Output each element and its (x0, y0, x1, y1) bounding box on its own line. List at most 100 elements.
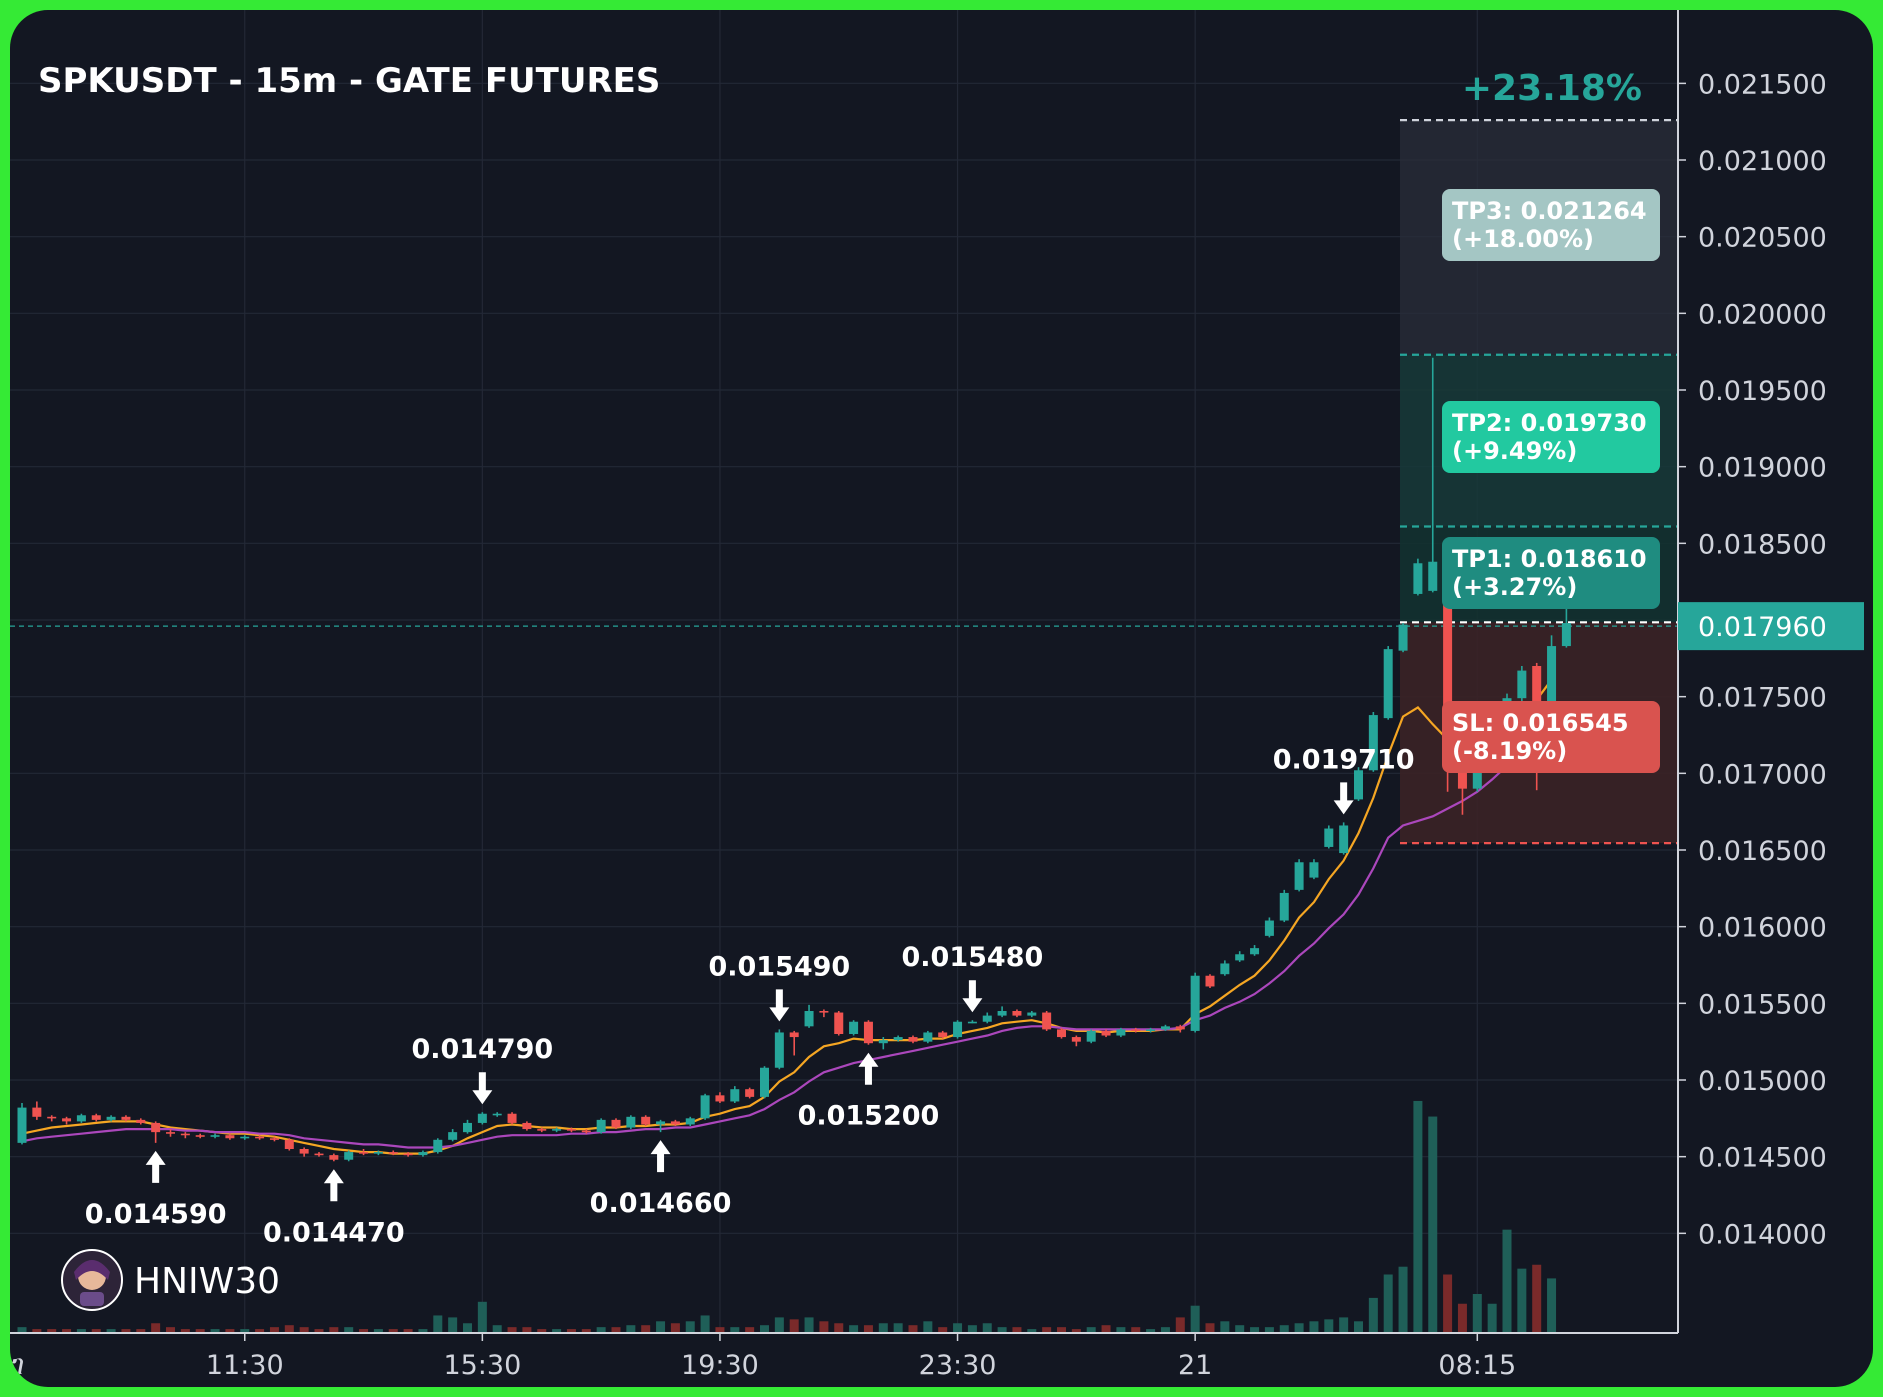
candle-body (373, 1152, 383, 1154)
candle-body (1146, 1029, 1156, 1031)
volume-bar (62, 1329, 72, 1333)
volume-bar (373, 1329, 383, 1333)
tp3-label-percent: (+18.00%) (1452, 225, 1594, 253)
annotation-label: 0.014660 (590, 1188, 732, 1219)
tp1-label-percent: (+3.27%) (1452, 573, 1577, 601)
volume-bar (760, 1325, 769, 1333)
tp1-label-price: TP1: 0.018610 (1452, 545, 1647, 573)
candle (240, 1135, 250, 1140)
volume-bar (1443, 1274, 1453, 1333)
price-annotation: 0.014590 (85, 1150, 227, 1230)
candle (1042, 1011, 1052, 1031)
candle-body (314, 1153, 324, 1156)
candle (537, 1127, 547, 1133)
candle-body (284, 1139, 294, 1149)
volume-bar (1175, 1317, 1185, 1333)
volume-bar (685, 1321, 695, 1333)
candle (284, 1138, 294, 1151)
candle-body (210, 1135, 220, 1137)
candle-body (997, 1011, 1007, 1016)
candle-body (91, 1115, 101, 1120)
volume-bar (982, 1323, 992, 1333)
annotation-label: 0.015480 (902, 942, 1044, 973)
candle-body (1398, 624, 1408, 651)
price-tick-label: 0.014000 (1698, 1219, 1827, 1250)
volume-bar (1413, 1100, 1423, 1333)
ema-fast-line (21, 679, 1553, 1155)
volume-bar (32, 1329, 42, 1333)
tp2-label-percent: (+9.49%) (1452, 437, 1577, 465)
annotation-label: 0.015200 (798, 1101, 940, 1132)
candle (1086, 1029, 1096, 1044)
candle (953, 1020, 963, 1039)
candle-body (1309, 862, 1319, 878)
target-zones (10, 119, 1678, 845)
candle-body (32, 1107, 42, 1117)
volume-bar (1027, 1329, 1037, 1333)
price-tick-label: 0.019500 (1698, 376, 1827, 407)
candle (1339, 822, 1349, 855)
candle (849, 1020, 859, 1036)
volume-bar (1250, 1327, 1260, 1333)
candle (1368, 712, 1378, 772)
candle (106, 1115, 116, 1122)
volume-bar (1057, 1327, 1066, 1333)
price-tick-label: 0.019000 (1698, 453, 1827, 484)
candle (344, 1150, 354, 1162)
candle-body (225, 1135, 235, 1139)
candle-body (641, 1116, 651, 1125)
volume-bar (388, 1329, 398, 1333)
tp2-label: TP2: 0.019730(+9.49%) (1442, 401, 1660, 473)
candle-body (745, 1089, 755, 1097)
candle (136, 1118, 146, 1125)
candle (359, 1149, 369, 1156)
candle-body (1027, 1012, 1037, 1016)
candle (611, 1118, 621, 1130)
price-annotation: 0.015480 (902, 942, 1044, 1013)
candle (1057, 1027, 1066, 1039)
candle (730, 1086, 740, 1103)
candle (1146, 1027, 1156, 1033)
price-axis: 0.021500 0.021000 0.020500 0.020000 0.019500… (1677, 10, 1864, 1333)
candle (151, 1121, 161, 1143)
candle-body (923, 1032, 933, 1042)
candle (1235, 951, 1245, 962)
volume-bar (1487, 1303, 1497, 1333)
candle (255, 1135, 265, 1140)
candle-body (760, 1067, 769, 1097)
candle-body (1101, 1030, 1111, 1036)
candle-body (1472, 764, 1482, 789)
volume-bar (1220, 1321, 1230, 1333)
candle-body (1012, 1011, 1022, 1016)
avatar-shirt-icon (80, 1292, 104, 1306)
candle-body (1235, 954, 1245, 961)
candle-body (1131, 1029, 1141, 1031)
candle (329, 1153, 339, 1162)
volume-bar (745, 1327, 755, 1333)
current-price-value: 0.017960 (1698, 612, 1827, 643)
candle (1309, 859, 1319, 880)
volume-bar (299, 1327, 309, 1333)
volume-bar (1457, 1303, 1467, 1333)
volume-bar (1012, 1327, 1022, 1333)
volume-bar (1086, 1327, 1096, 1333)
volume-bar (953, 1323, 963, 1333)
candle (166, 1129, 175, 1137)
volume-bar (1428, 1116, 1438, 1333)
candle-body (774, 1032, 784, 1068)
volume-bar (1101, 1325, 1111, 1333)
volume-bar (730, 1327, 740, 1333)
time-tick-label-edge: ገ (12, 1350, 24, 1381)
candle (700, 1093, 710, 1120)
volume-bar (537, 1329, 547, 1333)
candle (314, 1152, 324, 1157)
time-tick-label: 15:30 (443, 1350, 521, 1381)
volume-bar (566, 1329, 576, 1333)
candle-body (552, 1129, 562, 1131)
moving-averages (21, 679, 1553, 1155)
candle-body (136, 1119, 146, 1123)
volume-bar (656, 1321, 666, 1333)
candle (1220, 960, 1230, 976)
candle (863, 1020, 873, 1045)
candle (47, 1115, 57, 1122)
